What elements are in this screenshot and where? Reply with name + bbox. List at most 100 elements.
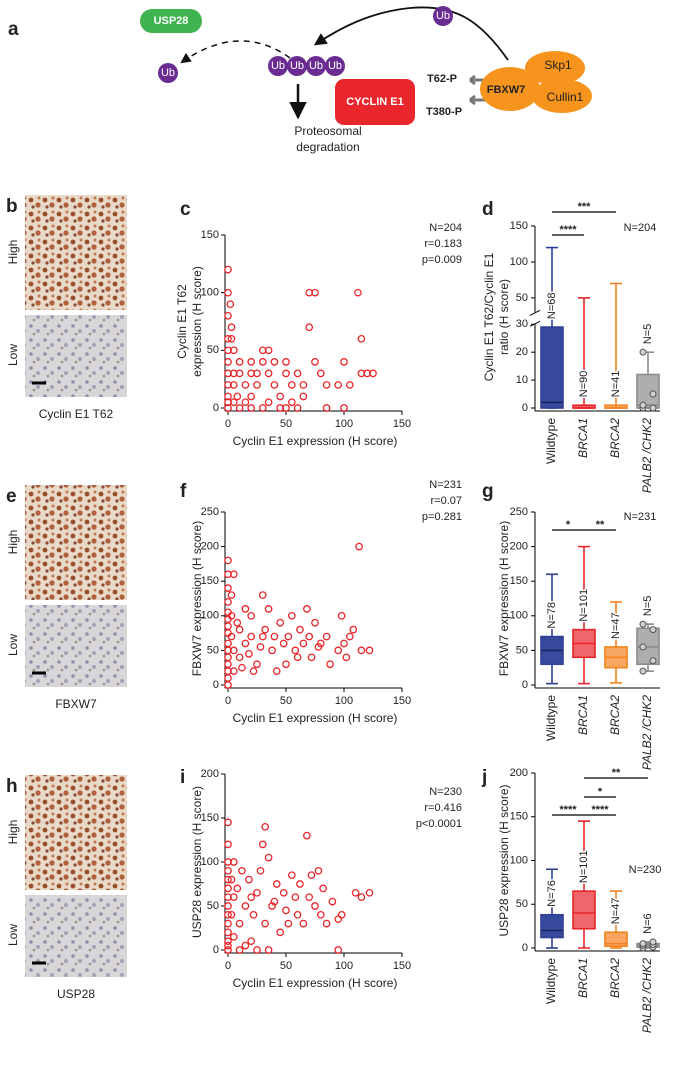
ub-shape [325, 56, 345, 76]
y-tick-label: 50 [516, 898, 528, 910]
ub-label: Ub [161, 67, 175, 79]
ub-shape [306, 56, 326, 76]
box-point [649, 390, 657, 398]
n-label: N=90 [578, 371, 590, 398]
ihc-image-low [25, 605, 127, 687]
y-tick-label: 150 [201, 575, 219, 587]
box-point [639, 401, 647, 409]
scatter-point [224, 941, 232, 950]
scatter-point [227, 323, 236, 332]
scatter-point [247, 392, 256, 401]
scatter-point [319, 884, 327, 893]
panel-label: d [482, 199, 494, 220]
scatter-point [224, 265, 232, 274]
image-caption: FBXW7 [55, 697, 97, 711]
ihc-image-high [25, 485, 127, 600]
x-tick-label: 100 [335, 695, 353, 707]
image-caption: Cyclin E1 T62 [39, 407, 114, 421]
panel-label: g [482, 481, 494, 502]
scatter-point [249, 910, 258, 919]
ub-shape [433, 6, 453, 26]
y-tick-label: 100 [201, 856, 219, 868]
scatter-point [224, 584, 232, 592]
scatter-point [334, 915, 343, 924]
scatter-point [293, 653, 302, 662]
cullin1-label: Cullin1 [547, 90, 584, 104]
box-point [649, 657, 657, 665]
significance-label: **** [591, 804, 609, 816]
y-tick-label: 50 [207, 344, 219, 356]
degradation-label: Proteosomal [294, 124, 361, 138]
y-tick-label: 200 [510, 767, 528, 779]
scatter-point [287, 611, 296, 620]
x-axis-title: Cyclin E1 expression (H score) [233, 976, 398, 990]
scatter-point [227, 591, 236, 599]
scatter-point [224, 556, 232, 565]
scatter-point [224, 660, 232, 669]
scatter-point [229, 646, 238, 655]
scatter-point [307, 653, 316, 662]
scatter-point [284, 632, 293, 641]
scatter-point [316, 639, 325, 648]
scatter-point [282, 369, 290, 378]
x-tick-label: Wildtype [544, 695, 558, 741]
scatter-point [241, 398, 250, 407]
scatter-point [293, 404, 302, 412]
ub-label: Ub [328, 60, 342, 72]
y-tick-label: 150 [510, 220, 528, 232]
scatter-point [303, 831, 311, 840]
ihc-image-low [25, 895, 127, 977]
scatter-point [247, 937, 256, 946]
scatter-point [272, 667, 281, 676]
scatter-point [224, 639, 232, 648]
scatter-point [264, 946, 273, 954]
scatter-point [253, 369, 261, 378]
scatter-point [245, 875, 253, 884]
scatter-point [326, 660, 334, 669]
panel-label: f [180, 481, 187, 502]
scatter-point [282, 358, 290, 366]
box-point [639, 643, 647, 651]
x-tick-label: BRCA1 [576, 695, 590, 735]
ub-shape [287, 56, 307, 76]
scatter-point [355, 542, 363, 551]
fbxw7-complex [480, 51, 592, 113]
scatter-point [357, 334, 366, 343]
scatter-point [235, 369, 244, 378]
y-tick-label: 100 [510, 256, 528, 268]
cyclin-label: CYCLIN E1 [346, 96, 403, 108]
ub-shape [268, 56, 288, 76]
x-tick-label: Wildtype [544, 418, 558, 464]
y-tick-label: 20 [516, 346, 528, 358]
scatter-point [229, 667, 238, 676]
scatter-point [270, 381, 279, 389]
x-tick-label: PALB2 /CHK2 [640, 695, 654, 770]
y-axis-title: FBXW7 expression (H score) [497, 521, 511, 676]
ub-shape [158, 63, 178, 83]
scatter-point [227, 632, 236, 641]
scatter-point [264, 605, 273, 613]
site-label: T380-P [426, 106, 462, 118]
x-tick-label: 0 [225, 695, 231, 707]
x-tick-label: PALB2 /CHK2 [640, 958, 654, 1033]
scatter-point [241, 902, 250, 910]
scatter-point [287, 871, 296, 880]
y-axis-title: USP28 expression (H score) [190, 786, 204, 938]
scatter-point [270, 358, 279, 366]
scatter-point [322, 919, 331, 928]
scatter-point [270, 897, 279, 906]
scatter-point [282, 660, 290, 669]
ub-label: Ub [271, 60, 285, 72]
ihc-panel: e High Low FBXW7 [6, 485, 127, 711]
scatter-point [241, 941, 250, 950]
scatter-point [261, 625, 269, 634]
box-chart: g 0 50 100 150 200 250 FBXW7 expression (H scor… [482, 481, 660, 770]
y-tick-label: 0 [213, 944, 219, 956]
panel-label: i [180, 767, 185, 788]
scatter-point [316, 910, 325, 919]
usp28-shape [140, 9, 202, 33]
x-tick-label: 0 [225, 418, 231, 430]
x-axis-title: Cyclin E1 expression (H score) [233, 434, 398, 448]
scatter-point [311, 288, 319, 297]
stat-annotation: N=230 [429, 786, 462, 798]
